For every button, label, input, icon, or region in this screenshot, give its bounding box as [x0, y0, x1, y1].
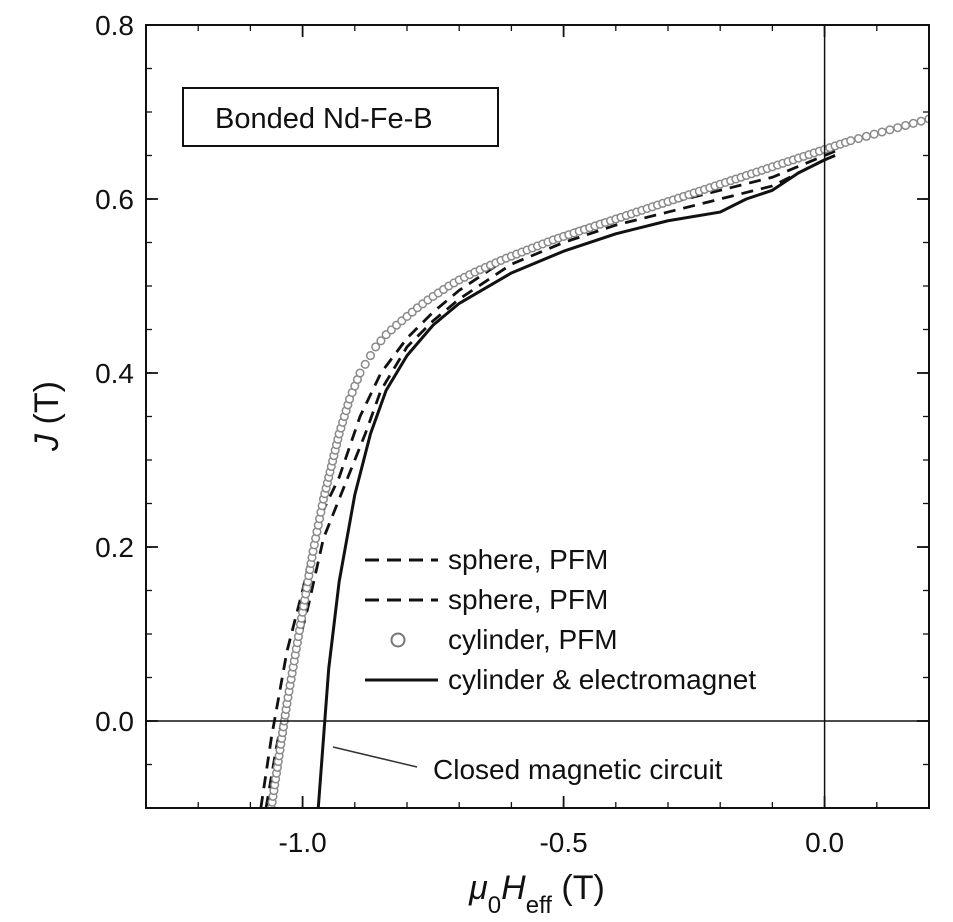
cylinder-pfm-point	[877, 127, 887, 137]
x-tick-label: -0.5	[539, 827, 587, 858]
annotation: Closed magnetic circuit	[332, 746, 723, 785]
cylinder-pfm-point	[869, 129, 879, 139]
y-axis-title: J (T)	[28, 381, 66, 452]
cylinder-pfm-point	[908, 118, 918, 128]
x-tick-label: 0.0	[805, 827, 844, 858]
cylinder-pfm-point	[376, 336, 386, 346]
y-axis-title-suffix: (T)	[28, 381, 66, 434]
cylinder-pfm-point	[861, 131, 871, 141]
inset-label-text: Bonded Nd-Fe-B	[215, 103, 433, 135]
cylinder-pfm-point	[885, 125, 895, 135]
inset-label-box	[182, 87, 499, 147]
legend-label-electromagnet: cylinder & electromagnet	[448, 664, 756, 695]
cylinder-electromagnet-line	[316, 154, 836, 808]
cylinder-pfm-point	[853, 133, 864, 144]
y-tick-label: 0.0	[95, 706, 134, 737]
y-tick-label: 0.8	[95, 10, 134, 41]
y-tick-label: 0.2	[95, 532, 134, 563]
y-axis-title-main: J	[28, 433, 66, 452]
x-axis-title-main-sub: eff	[526, 892, 553, 919]
x-axis-title-suffix: (T)	[552, 869, 605, 907]
x-axis-title-prefix: μ	[468, 869, 488, 907]
cylinder-pfm-point	[846, 136, 856, 146]
legend-label-cylinder-pfm: cylinder, PFM	[448, 624, 618, 655]
series-3-group	[316, 154, 836, 808]
series-0-group	[259, 149, 836, 808]
cylinder-pfm-point	[360, 359, 370, 369]
x-tick-label: -1.0	[278, 827, 326, 858]
legend-sample-cylinder-pfm	[390, 632, 406, 648]
cylinder-pfm-point	[371, 342, 381, 352]
axes-layer: -1.0 -0.5 0.0 0.0 0.2 0.4 0.6 0.8	[95, 10, 930, 858]
cylinder-pfm-point	[365, 351, 376, 361]
sphere-pfm-line-0	[259, 149, 836, 808]
inset-label: Bonded Nd-Fe-B	[182, 87, 499, 147]
series-2-group	[266, 114, 929, 808]
legend: sphere, PFM sphere, PFM cylinder, PFM cy…	[365, 544, 756, 695]
cylinder-pfm-point	[893, 123, 903, 133]
annotation-leader-line	[332, 746, 418, 768]
legend-label-sphere-2: sphere, PFM	[448, 584, 608, 615]
cylinder-pfm-point	[900, 120, 911, 131]
y-tick-label: 0.4	[95, 358, 134, 389]
cylinder-pfm-point	[916, 116, 926, 126]
x-axis-title-prefix-sub: 0	[488, 892, 501, 919]
reference-lines	[146, 25, 929, 808]
y-tick-label: 0.6	[95, 184, 134, 215]
cylinder-pfm-point	[355, 368, 365, 378]
annotation-text: Closed magnetic circuit	[433, 754, 723, 785]
x-axis-title: μ0Heff (T)	[468, 869, 605, 919]
x-axis-title-main: H	[501, 869, 526, 907]
legend-label-sphere-1: sphere, PFM	[448, 544, 608, 575]
series-layer	[259, 114, 929, 808]
